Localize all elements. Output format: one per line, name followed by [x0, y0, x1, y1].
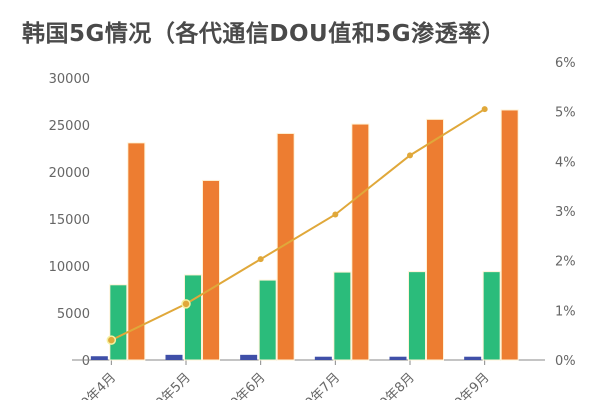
- bar-5g: [202, 179, 220, 361]
- bar-4g: [333, 271, 352, 361]
- penetration-point: [257, 256, 264, 263]
- bar-3g: [389, 356, 407, 360]
- bar-3g: [464, 356, 482, 360]
- bar-3g: [90, 356, 108, 360]
- right-axis-tick: 4%: [555, 155, 576, 170]
- x-axis-label: 2020年8月: [360, 370, 418, 400]
- penetration-point: [481, 106, 488, 113]
- penetration-point: [332, 211, 339, 218]
- right-axis-tick: 1%: [555, 304, 576, 319]
- right-axis-tick: 2%: [555, 255, 576, 270]
- penetration-point: [106, 335, 117, 345]
- left-axis-tick: 5000: [57, 307, 90, 322]
- bar-3g: [314, 356, 332, 360]
- x-axis-label: 2020年9月: [434, 370, 492, 400]
- x-axis-label: 2020年6月: [210, 370, 268, 400]
- bar-3g: [240, 354, 258, 360]
- bar-4g: [184, 274, 202, 361]
- left-axis-tick: 15000: [49, 213, 90, 228]
- left-axis-tick: 0: [82, 354, 90, 369]
- bar-5g: [127, 142, 146, 361]
- bar-4g: [408, 271, 426, 361]
- x-axis-label: 2020年4月: [61, 370, 119, 400]
- bar-4g: [482, 271, 501, 361]
- left-axis-tick: 30000: [49, 72, 90, 87]
- penetration-point: [407, 152, 413, 159]
- right-axis-tick: 3%: [555, 205, 576, 220]
- penetration-point: [181, 299, 191, 309]
- right-axis-tick: 5%: [555, 106, 576, 121]
- left-axis-tick: 10000: [49, 260, 90, 275]
- left-axis-tick: 20000: [49, 166, 90, 181]
- bar-4g: [109, 284, 128, 361]
- bar-5g: [500, 109, 519, 361]
- right-axis-tick: 0%: [555, 354, 576, 369]
- x-axis-label: 2020年7月: [285, 370, 343, 400]
- x-axis-label: 2020年5月: [136, 370, 194, 400]
- bar-5g: [276, 132, 295, 361]
- right-axis-tick: 6%: [555, 56, 576, 71]
- bar-3g: [165, 354, 183, 360]
- bar-5g: [426, 118, 444, 361]
- penetration-line: [110, 108, 486, 342]
- left-axis-tick: 25000: [49, 119, 90, 134]
- bar-4g: [258, 279, 277, 361]
- bar-5g: [351, 123, 370, 361]
- chart-title: 韩国5G情况（各代通信DOU值和5G渗透率）: [22, 21, 506, 47]
